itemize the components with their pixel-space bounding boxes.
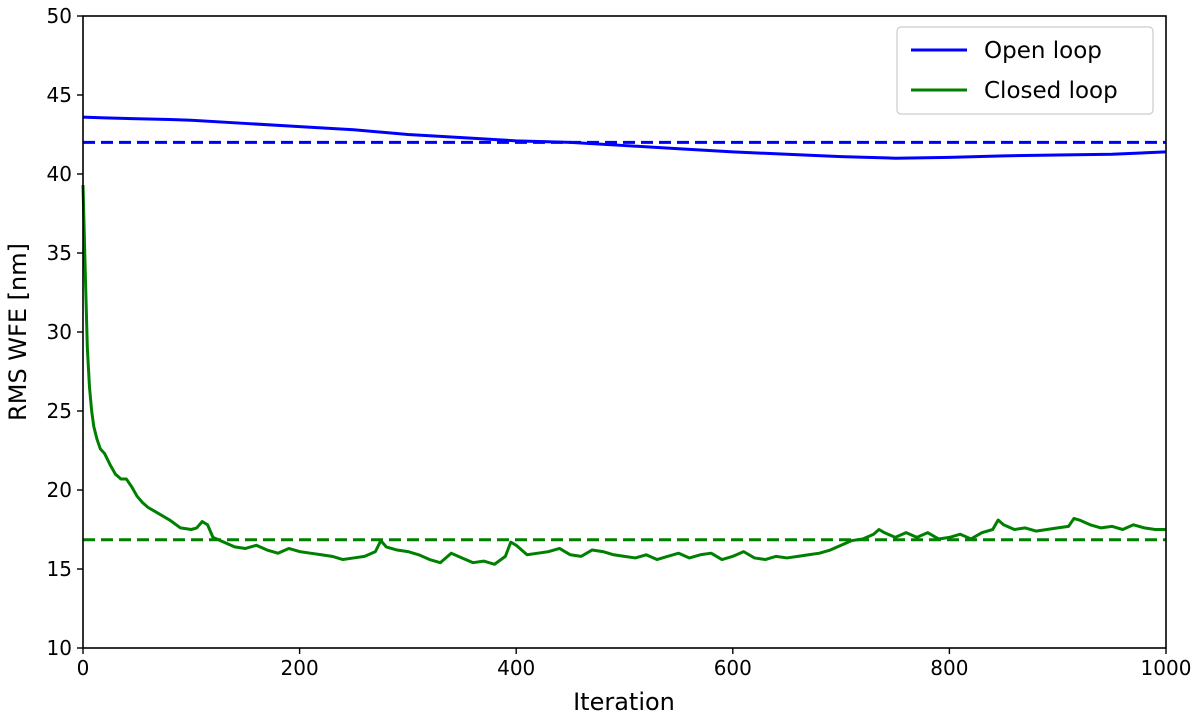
y-tick-label: 25 xyxy=(47,399,72,423)
y-tick-label: 15 xyxy=(47,557,72,581)
legend-label-open-loop: Open loop xyxy=(984,38,1102,64)
y-tick-label: 10 xyxy=(47,636,72,660)
y-tick-label: 40 xyxy=(47,162,72,186)
y-tick-label: 20 xyxy=(47,478,72,502)
legend-label-closed-loop: Closed loop xyxy=(984,78,1118,104)
legend: Open loop Closed loop xyxy=(896,26,1154,115)
x-tick-label: 1000 xyxy=(1141,656,1192,680)
x-axis: 0 200 400 600 800 1000 xyxy=(77,648,1192,680)
series-line-1 xyxy=(81,185,1166,566)
series-layer xyxy=(81,115,1167,566)
x-tick-label: 400 xyxy=(497,656,535,680)
series-line-0 xyxy=(82,115,1167,160)
y-axis-label: RMS WFE [nm] xyxy=(4,243,32,421)
y-tick-label: 50 xyxy=(47,4,72,28)
x-tick-label: 0 xyxy=(77,656,90,680)
x-tick-label: 800 xyxy=(930,656,968,680)
y-tick-label: 30 xyxy=(47,320,72,344)
x-tick-label: 600 xyxy=(714,656,752,680)
y-axis: 10 15 20 25 30 35 40 45 50 xyxy=(47,4,83,660)
x-axis-label: Iteration xyxy=(573,688,675,716)
y-tick-label: 45 xyxy=(47,83,72,107)
x-tick-label: 200 xyxy=(281,656,319,680)
y-tick-label: 35 xyxy=(47,241,72,265)
